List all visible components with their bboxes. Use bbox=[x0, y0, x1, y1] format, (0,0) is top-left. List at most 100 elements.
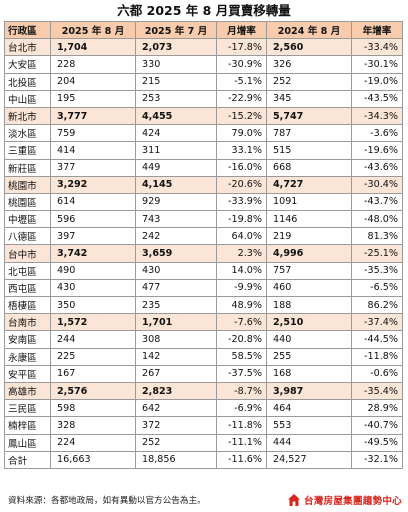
jul-2025-cell: 252 bbox=[135, 433, 217, 452]
yoy-rate-cell: -44.5% bbox=[351, 330, 403, 349]
aug-2025-cell: 596 bbox=[50, 210, 136, 229]
district-row: 安南區 244 308 -20.8% 440 -44.5% bbox=[4, 330, 403, 349]
jul-2025-cell: 235 bbox=[135, 295, 217, 315]
aug-2024-cell: 4,996 bbox=[266, 244, 352, 263]
district-row: 中山區 195 253 -22.9% 345 -43.5% bbox=[4, 89, 403, 108]
jul-2025-cell: 4,145 bbox=[135, 175, 217, 194]
district-name-cell: 梧棲區 bbox=[4, 295, 51, 315]
yoy-rate-cell: -35.3% bbox=[351, 261, 403, 280]
aug-2024-cell: 1146 bbox=[266, 210, 352, 229]
aug-2024-cell: 2,560 bbox=[266, 38, 352, 57]
aug-2025-cell: 225 bbox=[50, 347, 136, 366]
district-name-cell: 三民區 bbox=[4, 399, 51, 418]
mom-rate-cell: 58.5% bbox=[216, 347, 267, 366]
transfer-volume-table: 行政區 2025 年 8 月 2025 年 7 月 月增率 2024 年 8 月… bbox=[4, 20, 403, 469]
district-name-cell: 楠梓區 bbox=[4, 416, 51, 435]
jul-2025-cell: 424 bbox=[135, 124, 217, 143]
jul-2025-cell: 929 bbox=[135, 192, 217, 212]
city-row: 台南市 1,572 1,701 -7.6% 2,510 -37.4% bbox=[4, 313, 403, 332]
district-name-cell: 八德區 bbox=[4, 227, 51, 246]
district-name-cell: 中山區 bbox=[4, 89, 51, 108]
aug-2025-cell: 3,292 bbox=[50, 175, 136, 194]
district-name-cell: 合計 bbox=[4, 450, 51, 469]
mom-rate-cell: -6.9% bbox=[216, 399, 267, 418]
mom-rate-cell: -15.2% bbox=[216, 106, 267, 126]
aug-2024-cell: 553 bbox=[266, 416, 352, 435]
mom-rate-cell: -16.0% bbox=[216, 158, 267, 177]
district-row: 八德區 397 242 64.0% 219 81.3% bbox=[4, 227, 403, 246]
aug-2025-cell: 598 bbox=[50, 399, 136, 418]
jul-2025-cell: 267 bbox=[135, 364, 217, 383]
jul-2025-cell: 18,856 bbox=[135, 450, 217, 469]
aug-2025-cell: 2,576 bbox=[50, 381, 136, 401]
jul-2025-cell: 311 bbox=[135, 141, 217, 160]
district-row: 三民區 598 642 -6.9% 464 28.9% bbox=[4, 399, 403, 418]
yoy-rate-cell: -30.1% bbox=[351, 55, 403, 74]
column-header-2025-jul: 2025 年 7 月 bbox=[135, 20, 217, 40]
column-header-2025-aug: 2025 年 8 月 bbox=[50, 20, 136, 40]
yoy-rate-cell: -43.5% bbox=[351, 89, 403, 108]
aug-2024-cell: 515 bbox=[266, 141, 352, 160]
aug-2024-cell: 3,987 bbox=[266, 381, 352, 401]
aug-2025-cell: 3,742 bbox=[50, 244, 136, 263]
mom-rate-cell: 33.1% bbox=[216, 141, 267, 160]
jul-2025-cell: 215 bbox=[135, 72, 217, 91]
yoy-rate-cell: -33.4% bbox=[351, 38, 403, 57]
district-name-cell: 安南區 bbox=[4, 330, 51, 349]
district-name-cell: 西屯區 bbox=[4, 278, 51, 298]
yoy-rate-cell: -37.4% bbox=[351, 313, 403, 332]
aug-2025-cell: 328 bbox=[50, 416, 136, 435]
mom-rate-cell: 14.0% bbox=[216, 261, 267, 280]
table-body: 台北市 1,704 2,073 -17.8% 2,560 -33.4% 大安區 228 330-… bbox=[4, 38, 403, 469]
yoy-rate-cell: -25.1% bbox=[351, 244, 403, 263]
column-header-district: 行政區 bbox=[4, 20, 51, 40]
district-name-cell: 北屯區 bbox=[4, 261, 51, 280]
yoy-rate-cell: 28.9% bbox=[351, 399, 403, 418]
district-name-cell: 北投區 bbox=[4, 72, 51, 91]
aug-2025-cell: 204 bbox=[50, 72, 136, 91]
district-name-cell: 高雄市 bbox=[4, 381, 51, 401]
district-name-cell: 新北市 bbox=[4, 106, 51, 126]
jul-2025-cell: 2,823 bbox=[135, 381, 217, 401]
aug-2025-cell: 759 bbox=[50, 124, 136, 143]
aug-2024-cell: 219 bbox=[266, 227, 352, 246]
district-name-cell: 安平區 bbox=[4, 364, 51, 383]
mom-rate-cell: -11.1% bbox=[216, 433, 267, 452]
aug-2024-cell: 188 bbox=[266, 295, 352, 315]
mom-rate-cell: 48.9% bbox=[216, 295, 267, 315]
city-row: 新北市 3,777 4,455 -15.2% 5,747 -34.3% bbox=[4, 106, 403, 126]
mom-rate-cell: -19.8% bbox=[216, 210, 267, 229]
jul-2025-cell: 743 bbox=[135, 210, 217, 229]
district-name-cell: 鳳山區 bbox=[4, 433, 51, 452]
mom-rate-cell: -22.9% bbox=[216, 89, 267, 108]
aug-2024-cell: 24,527 bbox=[266, 450, 352, 469]
yoy-rate-cell: -48.0% bbox=[351, 210, 403, 229]
jul-2025-cell: 372 bbox=[135, 416, 217, 435]
brand-name: 台灣房屋集團趨勢中心 bbox=[303, 496, 402, 507]
data-source-note: 資料來源：各都地政局，如有異動以官方公告為主。 bbox=[8, 496, 206, 506]
district-row: 安平區 167 267 -37.5% 168 -0.6% bbox=[4, 364, 403, 383]
jul-2025-cell: 430 bbox=[135, 261, 217, 280]
aug-2025-cell: 195 bbox=[50, 89, 136, 108]
yoy-rate-cell: -40.7% bbox=[351, 416, 403, 435]
aug-2024-cell: 668 bbox=[266, 158, 352, 177]
mom-rate-cell: -5.1% bbox=[216, 72, 267, 91]
aug-2025-cell: 224 bbox=[50, 433, 136, 452]
district-name-cell: 中壢區 bbox=[4, 210, 51, 229]
yoy-rate-cell: -43.7% bbox=[351, 192, 403, 212]
district-name-cell: 大安區 bbox=[4, 55, 51, 74]
district-name-cell: 台北市 bbox=[4, 38, 51, 57]
aug-2025-cell: 1,704 bbox=[50, 38, 136, 57]
district-row: 楠梓區 328 372 -11.8% 553 -40.7% bbox=[4, 416, 403, 435]
yoy-rate-cell: -30.4% bbox=[351, 175, 403, 194]
mom-rate-cell: -33.9% bbox=[216, 192, 267, 212]
city-row: 高雄市 2,576 2,823 -8.7% 3,987 -35.4% bbox=[4, 381, 403, 401]
mom-rate-cell: -11.6% bbox=[216, 450, 267, 469]
mom-rate-cell: -17.8% bbox=[216, 38, 267, 57]
aug-2025-cell: 614 bbox=[50, 192, 136, 212]
aug-2024-cell: 252 bbox=[266, 72, 352, 91]
district-name-cell: 三重區 bbox=[4, 141, 51, 160]
mom-rate-cell: 2.3% bbox=[216, 244, 267, 263]
mom-rate-cell: -8.7% bbox=[216, 381, 267, 401]
